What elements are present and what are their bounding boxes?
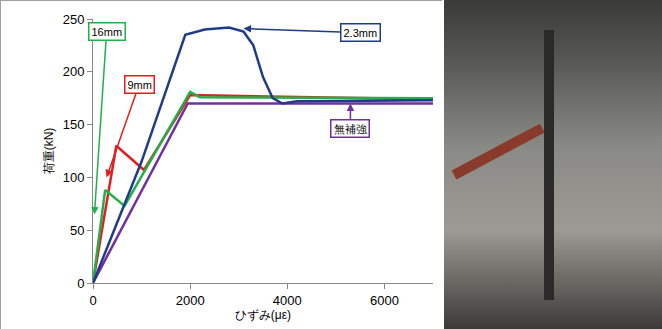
svg-text:0: 0: [77, 276, 84, 291]
svg-text:荷重(kN): 荷重(kN): [42, 128, 56, 175]
svg-text:6000: 6000: [370, 293, 399, 308]
svg-text:16mm: 16mm: [92, 26, 123, 38]
svg-text:2.3mm: 2.3mm: [344, 27, 378, 39]
svg-text:ひずみ(με): ひずみ(με): [235, 308, 291, 322]
svg-text:250: 250: [63, 12, 85, 27]
svg-text:150: 150: [63, 117, 85, 132]
svg-text:4000: 4000: [273, 293, 302, 308]
svg-text:9mm: 9mm: [128, 79, 152, 91]
svg-text:200: 200: [63, 64, 85, 79]
svg-text:無補強: 無補強: [334, 123, 367, 135]
svg-text:50: 50: [70, 223, 84, 238]
svg-text:0: 0: [89, 293, 96, 308]
svg-text:100: 100: [63, 170, 85, 185]
svg-text:2000: 2000: [176, 293, 205, 308]
